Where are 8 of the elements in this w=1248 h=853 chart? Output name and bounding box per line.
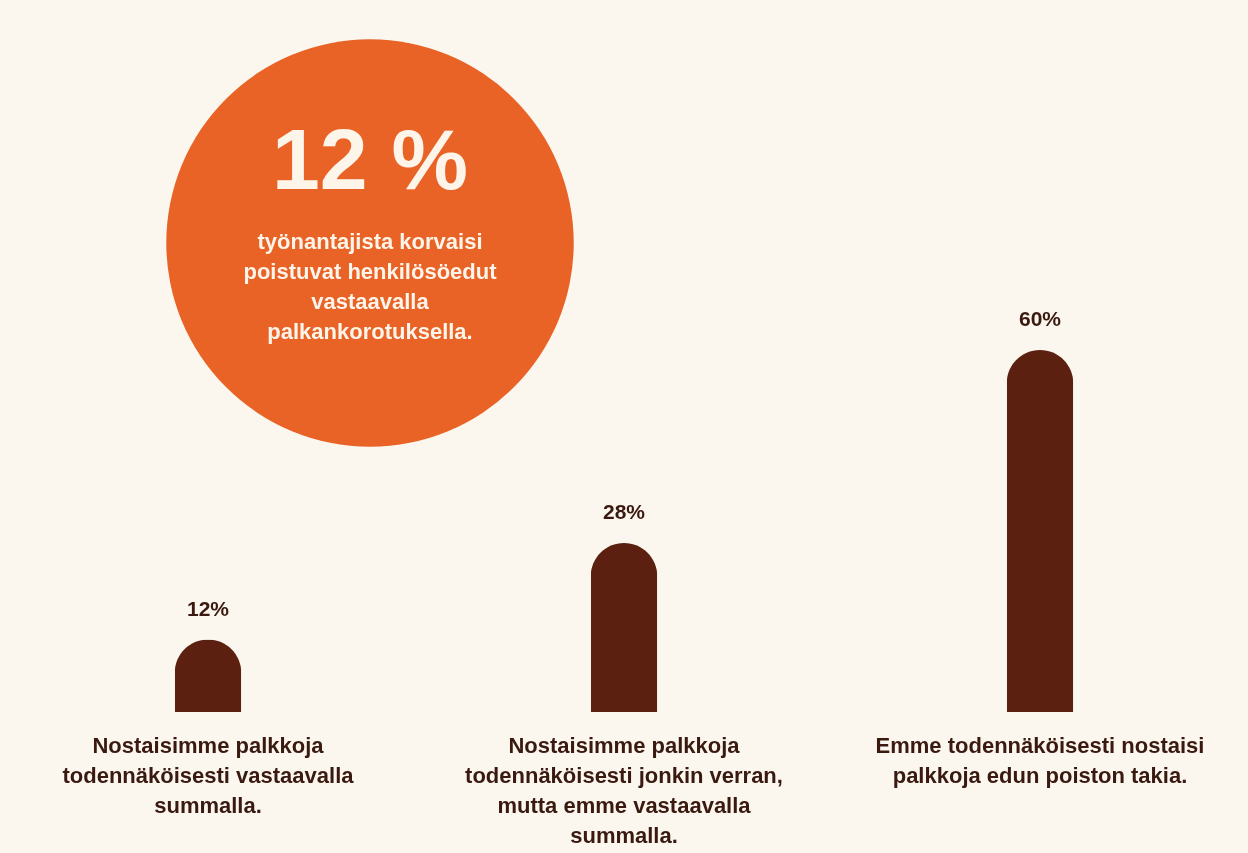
x-tick-label: Nostaisimme palkkoja todennäköisesti jonkin verran, mutta emme vastaavalla summalla. (465, 733, 783, 848)
x-tick-label: Emme todennäköisesti nostaisi palkkoja edun poiston takia. (875, 733, 1205, 788)
data-label: 28% (602, 500, 646, 524)
text: 12 % (271, 111, 469, 207)
text: työnantajista korvaisi poistuvat henkilösöedut vastaavalla palkankorotuksella. (243, 229, 498, 344)
x-tick-label: Nostaisimme palkkoja todennäköisesti vastaavalla summalla. (62, 733, 355, 818)
data-label: 12% (186, 596, 230, 620)
data-label: 60% (1018, 307, 1062, 330)
